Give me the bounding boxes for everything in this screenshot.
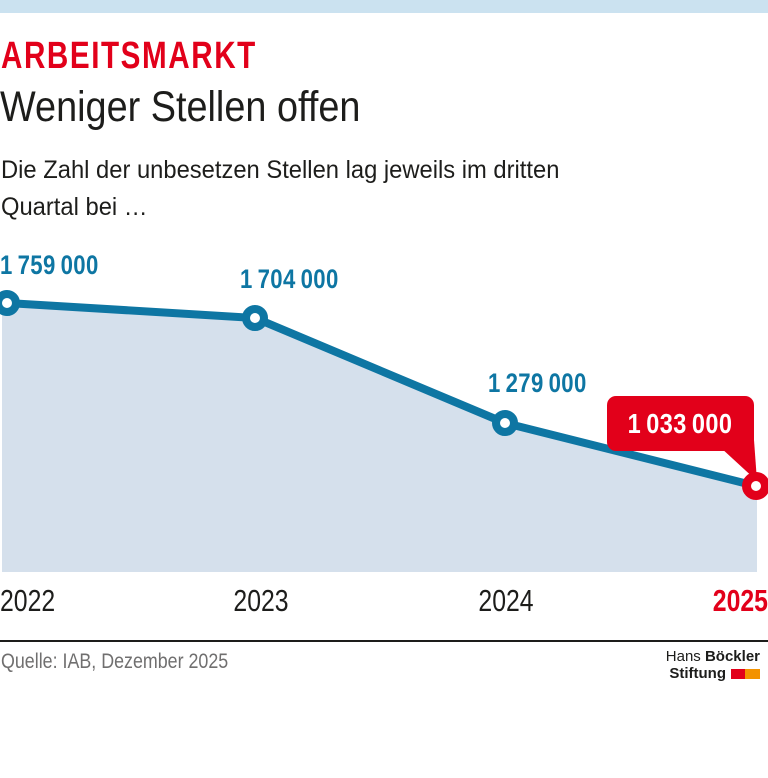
subtitle-line-1: Die Zahl der unbesetzen Stellen lag jewe… xyxy=(1,156,560,184)
subtitle-line-2: Quartal bei … xyxy=(1,193,148,221)
x-axis-label-2023: 2023 xyxy=(233,583,289,618)
brand-logo: Hans Böckler Stiftung xyxy=(666,649,760,681)
logo-red-square-icon xyxy=(731,668,745,679)
page-subtitle: Die Zahl der unbesetzen Stellen lag jewe… xyxy=(1,152,559,226)
data-point-2024 xyxy=(492,410,518,436)
data-point-2025 xyxy=(742,472,768,500)
callout-value-2025: 1 033 000 xyxy=(627,408,733,439)
kicker: ARBEITSMARKT xyxy=(1,35,257,77)
logo-line-1: Hans Böckler xyxy=(666,649,760,664)
value-label-2024: 1 279 000 xyxy=(488,368,587,398)
trend-line xyxy=(3,299,760,490)
callout-bubble xyxy=(607,396,754,451)
data-point-2023 xyxy=(242,305,268,331)
logo-boeckler: Böckler xyxy=(704,648,760,665)
x-axis-label-2024: 2024 xyxy=(478,583,534,618)
footer-divider xyxy=(0,640,768,642)
value-label-2022: 1 759 000 xyxy=(0,250,99,280)
x-axis-label-2025: 2025 xyxy=(712,583,768,618)
source-text: Quelle: IAB, Dezember 2025 xyxy=(1,650,229,673)
logo-orange-square-icon xyxy=(745,668,760,679)
data-point-2022 xyxy=(0,290,20,316)
logo-line-2: Stiftung xyxy=(666,666,760,681)
area-fill xyxy=(2,304,757,572)
x-axis-label-2022: 2022 xyxy=(0,583,56,618)
logo-stiftung: Stiftung xyxy=(669,665,726,682)
value-label-2023: 1 704 000 xyxy=(240,264,339,294)
page-title: Weniger Stellen offen xyxy=(0,83,361,131)
top-accent-bar xyxy=(0,0,768,13)
logo-hans: Hans xyxy=(665,648,705,665)
